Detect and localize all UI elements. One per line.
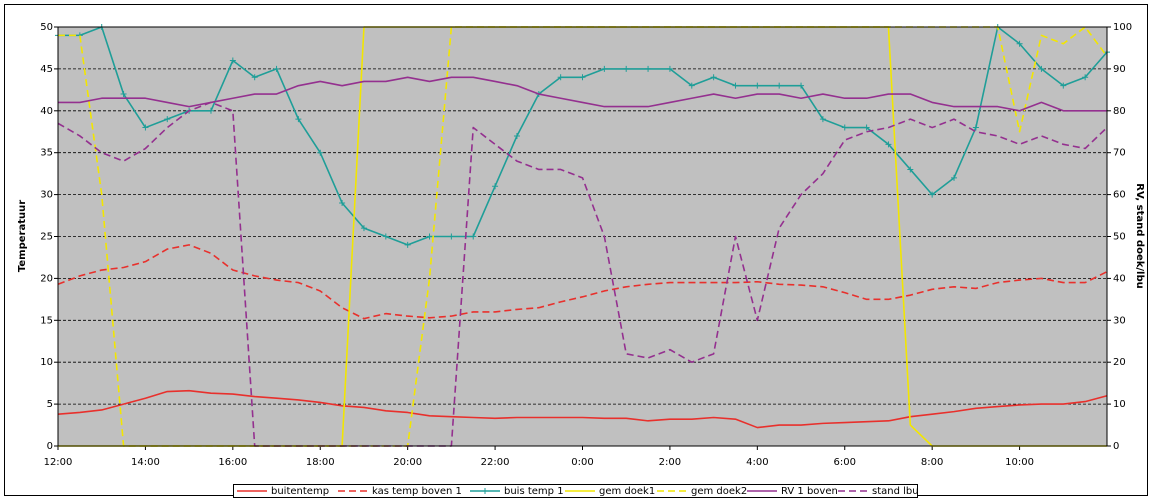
y2-tick-label: 80 <box>1113 106 1126 117</box>
y2-tick-label: 30 <box>1113 315 1126 326</box>
y-tick-label: 45 <box>40 64 53 75</box>
x-tick-label: 12:00 <box>44 457 73 468</box>
point-marker <box>841 124 848 131</box>
x-tick-label: 14:00 <box>131 457 160 468</box>
y2-tick-label: 100 <box>1113 22 1132 33</box>
y-tick-label: 50 <box>40 22 53 33</box>
x-tick-label: 10:00 <box>1005 457 1034 468</box>
point-marker <box>404 241 411 248</box>
point-marker <box>951 174 958 181</box>
point-marker <box>142 124 149 131</box>
point-marker <box>819 116 826 123</box>
x-tick-label: 18:00 <box>306 457 335 468</box>
point-marker <box>1038 65 1045 72</box>
point-marker <box>579 74 586 81</box>
point-marker <box>295 116 302 123</box>
legend-label: buitentemp <box>271 486 329 497</box>
legend-label: gem doek1 <box>599 486 655 497</box>
point-marker <box>557 74 564 81</box>
point-marker <box>688 82 695 89</box>
point-marker <box>492 183 499 190</box>
point-marker <box>863 124 870 131</box>
legend-label: stand lbu <box>872 486 919 497</box>
x-tick-label: 20:00 <box>393 457 422 468</box>
y-tick-label: 15 <box>40 315 53 326</box>
series-line <box>58 76 1107 112</box>
y-tick-label: 30 <box>40 190 53 201</box>
point-marker <box>776 82 783 89</box>
y2-tick-label: 40 <box>1113 273 1126 284</box>
y-tick-label: 0 <box>47 441 53 452</box>
point-marker <box>907 166 914 173</box>
point-marker <box>339 199 346 206</box>
point-marker <box>1082 74 1089 81</box>
point-marker <box>623 65 630 72</box>
y2-tick-label: 20 <box>1113 357 1126 368</box>
legend-label: kas temp boven 1 <box>372 486 462 497</box>
x-tick-label: 2:00 <box>659 457 681 468</box>
legend-label: buis temp 1 <box>504 486 564 497</box>
y-tick-label: 40 <box>40 106 53 117</box>
x-tick-label: 0:00 <box>571 457 593 468</box>
point-marker <box>164 116 171 123</box>
point-marker <box>645 65 652 72</box>
y-tick-label: 5 <box>47 399 53 410</box>
point-marker <box>666 65 673 72</box>
y2-axis-title: RV, stand doek/lbu <box>1134 183 1145 289</box>
point-marker <box>513 132 520 139</box>
point-marker <box>448 233 455 240</box>
plot-area <box>58 27 1107 446</box>
y-tick-label: 20 <box>40 273 53 284</box>
series-line <box>57 389 1108 429</box>
x-tick-label: 22:00 <box>481 457 510 468</box>
point-marker <box>929 191 936 198</box>
point-marker <box>382 233 389 240</box>
y2-tick-label: 70 <box>1113 148 1126 159</box>
point-marker <box>229 57 236 64</box>
point-marker <box>317 149 324 156</box>
y-tick-label: 35 <box>40 148 53 159</box>
x-tick-label: 6:00 <box>834 457 856 468</box>
y2-tick-label: 90 <box>1113 64 1126 75</box>
legend-label: gem doek2 <box>691 486 747 497</box>
point-marker <box>360 225 367 232</box>
legend-label: RV 1 boven <box>781 486 838 497</box>
y2-tick-label: 50 <box>1113 232 1126 243</box>
point-marker <box>273 65 280 72</box>
point-marker <box>120 91 127 98</box>
x-tick-label: 8:00 <box>921 457 943 468</box>
series-line <box>57 244 1108 320</box>
x-tick-label: 16:00 <box>218 457 247 468</box>
y2-tick-label: 60 <box>1113 190 1126 201</box>
point-marker <box>1016 40 1023 47</box>
y-tick-label: 10 <box>40 357 53 368</box>
point-marker <box>710 74 717 81</box>
y2-tick-label: 10 <box>1113 399 1126 410</box>
y2-tick-label: 0 <box>1113 441 1119 452</box>
plot-border <box>57 26 1108 447</box>
point-marker <box>798 82 805 89</box>
series-line <box>57 101 1108 447</box>
point-marker <box>207 107 214 114</box>
point-marker <box>1060 82 1067 89</box>
y-axis-title: Temperatuur <box>17 200 28 272</box>
y-tick-label: 25 <box>40 232 53 243</box>
point-marker <box>885 141 892 148</box>
legend-marker <box>482 488 488 494</box>
point-marker <box>601 65 608 72</box>
point-marker <box>426 233 433 240</box>
point-marker <box>754 82 761 89</box>
point-marker <box>251 74 258 81</box>
point-marker <box>470 233 477 240</box>
point-marker <box>732 82 739 89</box>
x-tick-label: 4:00 <box>746 457 768 468</box>
point-marker <box>972 124 979 131</box>
